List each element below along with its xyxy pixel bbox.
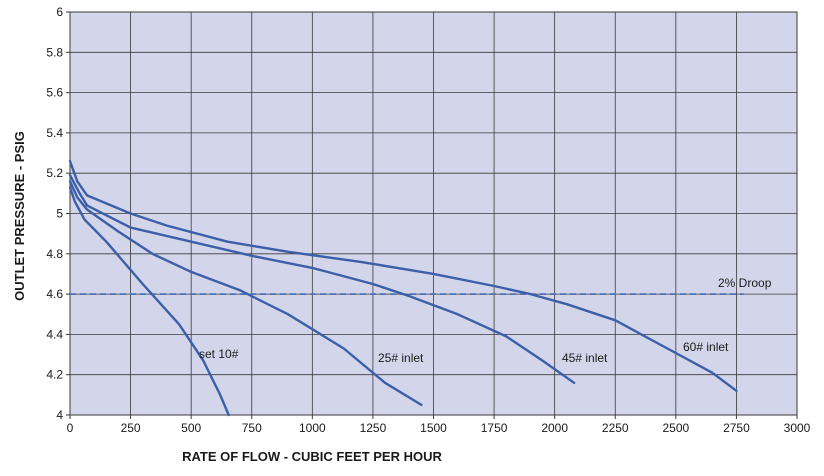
x-tick-label: 1000 — [299, 421, 326, 435]
y-tick-label: 4.2 — [46, 368, 63, 382]
y-axis-label: OUTLET PRESSURE - PSIG — [12, 131, 27, 301]
grid-lines — [69, 11, 798, 416]
reference-line-label: 2% Droop — [718, 276, 772, 290]
series-line-60-inlet — [68, 159, 738, 392]
series-label-set-10: set 10# — [199, 347, 239, 361]
y-tick-label: 4 — [56, 408, 63, 422]
x-tick-label: 2750 — [723, 421, 750, 435]
x-tick-label: 2500 — [662, 421, 689, 435]
x-tick-label: 2250 — [602, 421, 629, 435]
series-label-25-inlet: 25# inlet — [378, 351, 424, 365]
series-lines — [68, 159, 738, 417]
y-tick-label: 6 — [56, 5, 63, 19]
x-tick-label: 250 — [121, 421, 141, 435]
x-tick-label: 0 — [67, 421, 74, 435]
x-axis-ticks: 0 250 500 750 1000 1250 1500 1750 2000 2250 2500 27… — [67, 415, 811, 435]
series-line-45-inlet — [68, 174, 576, 384]
y-tick-label: 5.2 — [46, 166, 63, 180]
series-label-45-inlet: 45# inlet — [562, 351, 608, 365]
series-line-25-inlet — [68, 180, 423, 407]
y-tick-label: 5 — [56, 207, 63, 221]
x-axis-label: RATE OF FLOW - CUBIC FEET PER HOUR — [182, 449, 442, 464]
y-tick-label: 4.4 — [46, 327, 63, 341]
y-tick-label: 5.4 — [46, 126, 63, 140]
series-line-set-10 — [68, 186, 230, 417]
y-tick-label: 5.6 — [46, 86, 63, 100]
y-axis-ticks: 4 4.2 4.4 4.6 4.8 5 5.2 5.4 5.6 5.8 6 — [46, 5, 70, 422]
x-tick-label: 1500 — [420, 421, 447, 435]
y-tick-label: 4.8 — [46, 247, 63, 261]
x-tick-label: 3000 — [784, 421, 811, 435]
series-label-60-inlet: 60# inlet — [683, 340, 729, 354]
x-tick-label: 1750 — [481, 421, 508, 435]
y-tick-label: 4.6 — [46, 287, 63, 301]
x-tick-label: 750 — [242, 421, 262, 435]
x-tick-label: 2000 — [541, 421, 568, 435]
x-tick-label: 500 — [181, 421, 201, 435]
y-tick-label: 5.8 — [46, 45, 63, 59]
x-tick-label: 1250 — [360, 421, 387, 435]
